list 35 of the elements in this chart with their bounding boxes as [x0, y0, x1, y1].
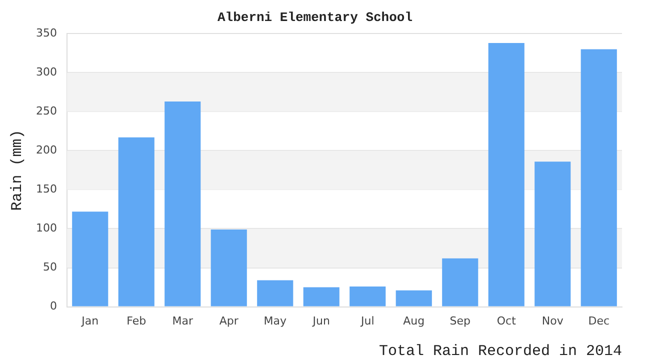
bar: [442, 258, 478, 306]
y-tick-label: 0: [50, 300, 57, 313]
bar: [118, 137, 154, 306]
bar: [534, 162, 571, 306]
bar: [396, 290, 432, 306]
chart-title: Alberni Elementary School: [217, 10, 413, 26]
x-tick-label: Aug: [403, 314, 425, 328]
x-axis-title: Total Rain Recorded in 2014: [378, 342, 622, 360]
bar: [350, 286, 386, 306]
x-tick-label: Oct: [496, 314, 517, 328]
x-tick-label: Jul: [360, 314, 374, 328]
bar: [72, 212, 108, 306]
x-tick-label: Sep: [450, 314, 471, 328]
y-tick-label: 300: [36, 65, 57, 78]
y-tick-label: 200: [36, 144, 57, 157]
y-tick-label: 150: [36, 182, 57, 196]
x-tick-label: Dec: [588, 314, 610, 328]
x-tick-label: May: [264, 314, 287, 328]
bar: [164, 102, 201, 306]
x-tick-label: Jun: [312, 314, 330, 328]
bar: [488, 42, 524, 306]
x-tick-label: Mar: [172, 314, 194, 328]
y-tick-label: 350: [36, 26, 57, 40]
bar: [257, 280, 294, 306]
x-tick-label: Apr: [219, 314, 239, 328]
y-tick-label: 50: [42, 260, 57, 274]
y-tick-label: 250: [36, 104, 57, 118]
y-tick-label: 100: [36, 222, 57, 235]
x-tick-label: Nov: [542, 314, 564, 328]
bar: [210, 230, 247, 306]
x-tick-label: Jan: [80, 314, 99, 328]
x-tick-label: Feb: [126, 314, 146, 328]
bar: [303, 287, 340, 306]
bar: [580, 49, 617, 306]
y-axis-title: Rain (mm): [8, 130, 26, 211]
